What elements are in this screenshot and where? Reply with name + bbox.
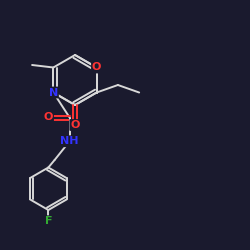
Text: O: O — [92, 62, 101, 72]
Text: F: F — [44, 216, 52, 226]
Text: NH: NH — [60, 136, 79, 146]
Text: O: O — [70, 120, 80, 130]
Text: N: N — [49, 88, 58, 98]
Text: O: O — [44, 112, 53, 122]
